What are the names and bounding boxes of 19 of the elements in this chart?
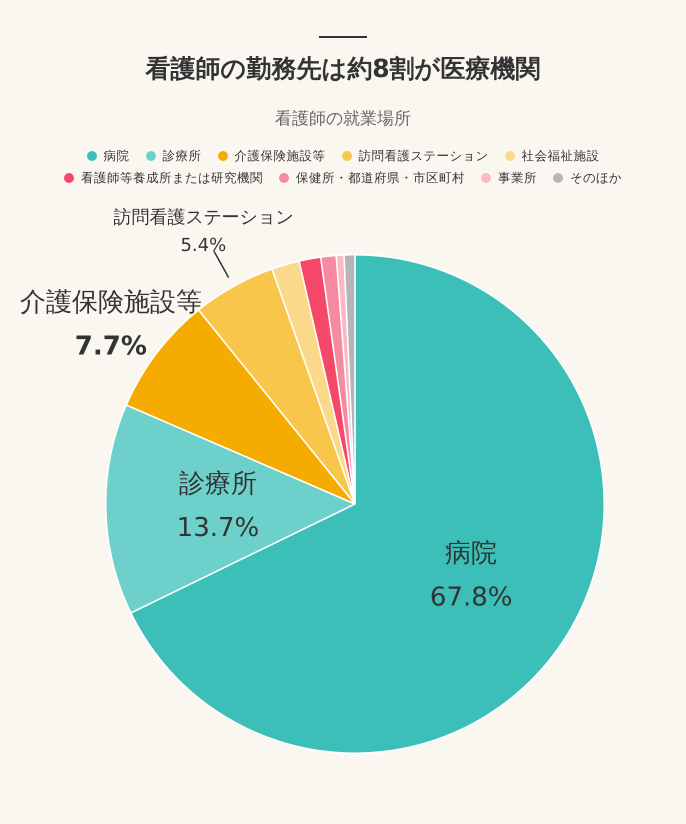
legend-label: 社会福祉施設 (520, 148, 600, 164)
legend-label: そのほか (569, 170, 622, 186)
legend-label: 事業所 (497, 170, 537, 186)
legend-label: 訪問看護ステーション (358, 148, 488, 164)
legend-label: 保健所・都道府県・市区町村 (295, 170, 465, 186)
legend-label: 診療所 (162, 148, 202, 164)
slice-label: 介護保険施設等 (20, 288, 202, 318)
chart-title: 看護師の勤務先は約8割が医療機関 (144, 53, 542, 85)
data-label: 5.4% (180, 234, 226, 256)
slice-label: 診療所 (178, 468, 257, 499)
data-label: 7.7% (74, 332, 147, 362)
data-label: 13.7% (176, 512, 260, 543)
legend-label: 病院 (102, 148, 130, 164)
chart-subtitle: 看護師の就業場所 (274, 108, 412, 130)
data-label: 67.8% (430, 582, 513, 612)
legend-label: 看護師等養成所または研究機関 (80, 170, 263, 186)
legend-label: 介護保険施設等 (234, 148, 326, 164)
slice-label: 訪問看護ステーション (113, 206, 294, 228)
slice-label: 病院 (445, 538, 498, 568)
